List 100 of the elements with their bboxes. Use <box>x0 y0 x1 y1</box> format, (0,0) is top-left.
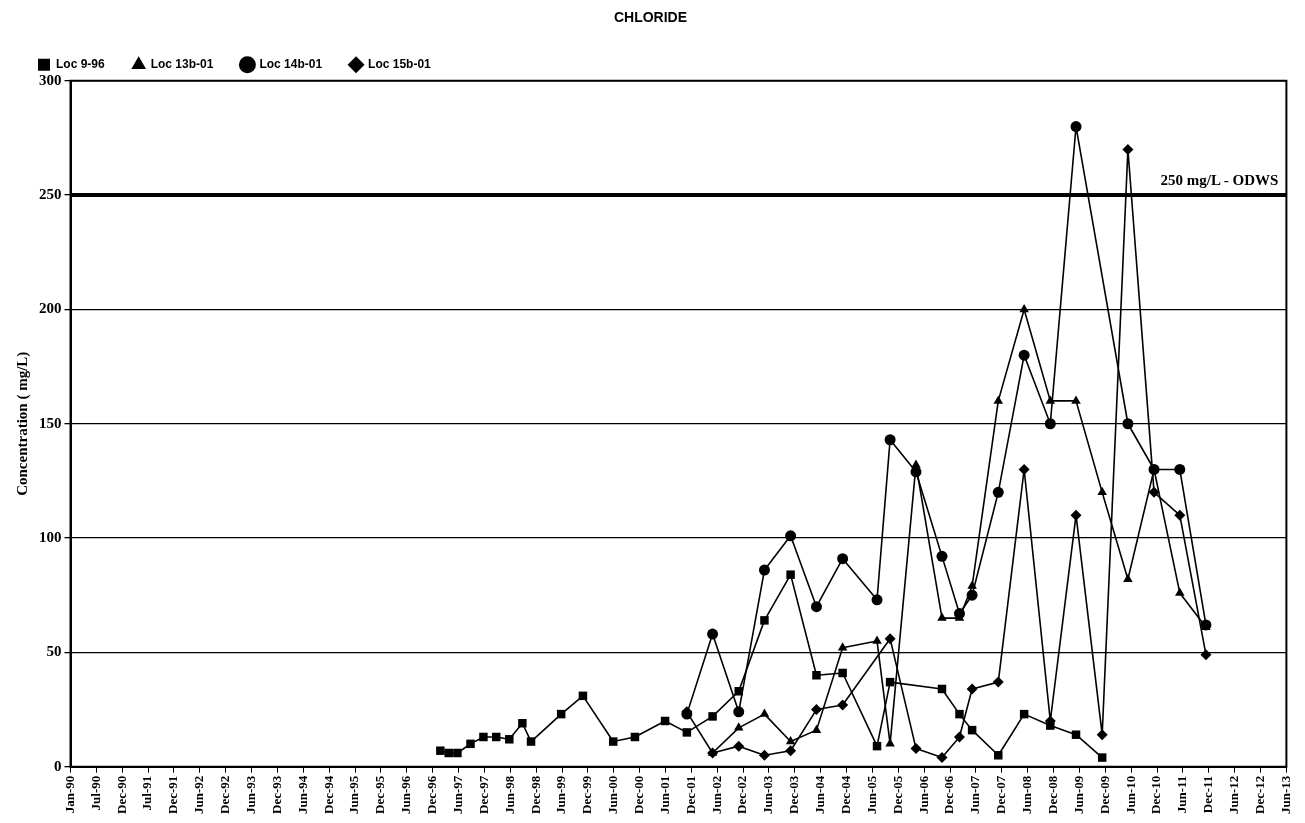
point <box>1122 143 1134 155</box>
legend-label: Loc 15b-01 <box>368 57 432 72</box>
x-tick-label: Dec-11 <box>1200 775 1216 814</box>
x-tick-label: Dec-95 <box>372 775 388 814</box>
point <box>785 745 797 757</box>
x-tick-label: Dec-10 <box>1148 775 1164 814</box>
point <box>608 737 618 746</box>
x-tick-label: Jun-10 <box>1122 775 1138 815</box>
point <box>872 635 882 644</box>
point <box>884 434 896 446</box>
x-tick-label: Dec-97 <box>475 775 491 814</box>
point <box>993 395 1004 404</box>
x-tick-label: Jun-93 <box>242 775 258 815</box>
y-tick-label: 200 <box>39 300 62 317</box>
point <box>1097 486 1107 496</box>
point <box>838 668 847 678</box>
point <box>992 676 1004 688</box>
x-tick-label: Dec-96 <box>424 775 440 814</box>
x-tick-label: Jun-08 <box>1019 775 1035 815</box>
point <box>1018 463 1030 475</box>
point <box>760 616 769 625</box>
x-tick-label: Dec-00 <box>631 775 646 814</box>
x-tick-label: Jun-06 <box>915 775 931 815</box>
y-tick-label: 150 <box>39 414 62 431</box>
x-tick-label: Jun-02 <box>708 775 724 815</box>
point <box>759 708 770 717</box>
x-tick-label: Dec-06 <box>941 775 957 814</box>
x-tick-label: Dec-91 <box>165 775 181 814</box>
point <box>810 601 822 613</box>
point <box>1019 303 1029 313</box>
x-tick-label: Dec-99 <box>579 775 595 814</box>
x-tick-label: Dec-03 <box>786 775 802 814</box>
x-tick-label: Jun-00 <box>605 775 621 815</box>
point <box>871 594 883 606</box>
point <box>837 553 849 565</box>
point <box>1071 395 1081 404</box>
x-tick-label: Jun-95 <box>346 775 362 815</box>
x-tick-label: Dec-04 <box>837 775 853 814</box>
x-tick-label: Jun-09 <box>1070 775 1086 815</box>
x-tick-label: Dec-90 <box>113 775 129 814</box>
point <box>1071 730 1081 739</box>
ref-line-label: 250 mg/L - ODWS <box>1160 172 1279 189</box>
point <box>994 751 1003 760</box>
x-tick-label: Jun-92 <box>191 775 207 815</box>
legend-label: Loc 9-96 <box>56 57 106 72</box>
point <box>733 740 745 752</box>
point <box>436 746 445 755</box>
x-tick-label: Jun-03 <box>760 775 776 815</box>
point <box>1046 721 1055 730</box>
y-tick-label: 300 <box>39 71 62 88</box>
x-tick-label: Dec-92 <box>217 775 233 814</box>
x-tick-label: Jun-13 <box>1277 775 1293 815</box>
point <box>785 736 796 745</box>
x-tick-label: Dec-05 <box>889 775 905 814</box>
point <box>682 728 692 737</box>
x-tick-label: Jun-05 <box>863 775 879 815</box>
x-tick-label: Dec-09 <box>1096 775 1112 814</box>
x-tick-label: Jun-94 <box>294 775 310 815</box>
point <box>992 486 1004 498</box>
point <box>526 737 536 746</box>
x-tick-label: Jun-04 <box>812 775 828 815</box>
x-tick-label: Dec-02 <box>734 775 750 814</box>
point <box>733 722 744 731</box>
legend-label: Loc 13b-01 <box>150 57 214 72</box>
point <box>837 699 849 711</box>
x-tick-label: Jun-11 <box>1174 775 1190 814</box>
x-tick-label: Jun-99 <box>553 775 569 815</box>
point <box>1122 418 1134 430</box>
point <box>955 709 964 719</box>
y-axis-title: Concentration ( mg/L) <box>13 351 31 496</box>
x-tick-label: Dec-12 <box>1251 775 1267 814</box>
point <box>453 748 462 758</box>
point <box>466 739 475 749</box>
point <box>1018 349 1030 361</box>
point <box>967 580 977 589</box>
point <box>734 687 743 696</box>
point <box>479 732 488 742</box>
point <box>936 550 948 562</box>
y-tick-label: 50 <box>46 643 62 660</box>
point <box>966 683 978 695</box>
x-tick-label: Jun-12 <box>1226 775 1242 815</box>
point <box>1096 729 1108 741</box>
point <box>837 642 848 651</box>
point <box>758 749 770 761</box>
point <box>937 612 947 621</box>
x-tick-label: Jun-01 <box>656 775 672 815</box>
x-tick-label: Dec-94 <box>320 775 336 814</box>
point <box>1097 753 1107 762</box>
point <box>810 704 822 716</box>
point <box>1045 395 1056 404</box>
point <box>505 735 514 744</box>
point <box>1044 418 1056 430</box>
y-tick-label: 0 <box>54 757 62 774</box>
point <box>812 671 821 680</box>
point <box>1200 649 1212 661</box>
point <box>953 731 965 743</box>
point <box>911 459 921 468</box>
x-tick-label: Dec-01 <box>682 775 698 814</box>
point <box>786 570 795 579</box>
point <box>1070 509 1082 521</box>
